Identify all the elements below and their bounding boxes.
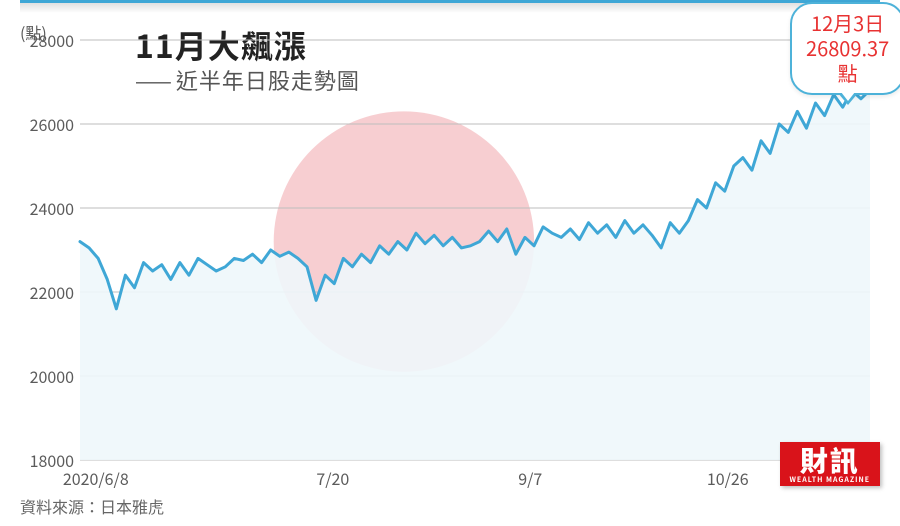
publisher-logo: 財訊 WEALTH MAGAZINE (780, 442, 881, 486)
callout-value: 26809.37點 (806, 35, 889, 85)
y-tick-label: 26000 (30, 112, 74, 136)
logo-text-en: WEALTH MAGAZINE (790, 476, 871, 484)
y-tick-label: 28000 (30, 28, 74, 52)
y-tick-label: 22000 (30, 280, 74, 304)
y-tick-label: 24000 (30, 196, 74, 220)
line-chart (80, 40, 870, 460)
y-tick-label: 20000 (30, 364, 74, 388)
logo-text-cn: 財訊 (790, 446, 871, 474)
source-label: 資料來源：日本雅虎 (20, 494, 164, 518)
x-tick-label: 9/7 (518, 466, 542, 490)
top-shadow (20, 3, 880, 13)
plot-area (80, 40, 870, 460)
x-tick-label: 10/26 (707, 466, 749, 490)
callout-date: 12月3日 (806, 10, 889, 35)
last-point-callout: 12月3日 26809.37點 (790, 2, 900, 95)
x-tick-label: 7/20 (316, 466, 349, 490)
x-tick-label: 2020/6/8 (63, 466, 129, 490)
